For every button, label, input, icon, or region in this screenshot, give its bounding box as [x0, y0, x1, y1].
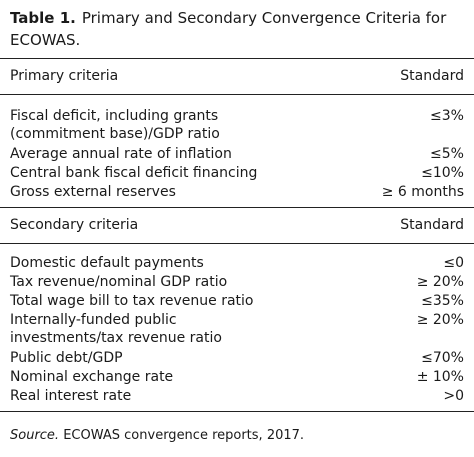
standard-cell: ≤35% [421, 293, 464, 309]
criterion-cell: Real interest rate [10, 388, 132, 404]
criterion-cell: Gross external reserves [10, 184, 176, 200]
standard-cell: >0 [443, 388, 464, 404]
section-rule [0, 207, 474, 208]
secondary-header-rule [0, 243, 474, 244]
source-label: Source. [10, 428, 60, 443]
standard-cell: ≥ 20% [416, 274, 464, 290]
table-title: Primary and Secondary Convergence Criter… [10, 9, 447, 49]
table-caption: Table 1. Primary and Secondary Convergenc… [10, 7, 460, 51]
criterion-cell: Nominal exchange rate [10, 369, 174, 385]
secondary-header-standard: Standard [400, 217, 464, 233]
primary-header-row: Primary criteria Standard [10, 67, 464, 85]
table-row: Gross external reserves ≥ 6 months [10, 183, 464, 201]
criterion-cell: Central bank fiscal deficit financing [10, 165, 258, 181]
standard-cell: ≤0 [443, 255, 464, 271]
criterion-cell: Tax revenue/nominal GDP ratio [10, 274, 228, 290]
criterion-cell: Total wage bill to tax revenue ratio [10, 293, 254, 309]
table-row: Domestic default payments ≤0 [10, 254, 464, 272]
criterion-cell: Public debt/GDP [10, 350, 123, 366]
table-row: Fiscal deficit, including grants (commit… [10, 107, 464, 143]
standard-cell: ≤70% [421, 350, 464, 366]
standard-cell: ≥ 6 months [381, 184, 464, 200]
secondary-header-row: Secondary criteria Standard [10, 216, 464, 234]
table-row: Public debt/GDP ≤70% [10, 349, 464, 367]
table-label: Table 1. [10, 9, 76, 27]
secondary-header-criteria: Secondary criteria [10, 217, 139, 233]
table-row: Total wage bill to tax revenue ratio ≤35… [10, 292, 464, 310]
primary-header-criteria: Primary criteria [10, 68, 119, 84]
standard-cell: ≤10% [421, 165, 464, 181]
criterion-cell: Internally-funded public investments/tax… [10, 312, 222, 346]
table-row: Tax revenue/nominal GDP ratio ≥ 20% [10, 273, 464, 291]
criterion-cell: Fiscal deficit, including grants (commit… [10, 108, 220, 142]
primary-header-rule [0, 94, 474, 95]
standard-cell: ≥ 20% [416, 312, 464, 328]
bottom-rule [0, 411, 474, 412]
table-row: Real interest rate >0 [10, 387, 464, 405]
table-row: Internally-funded public investments/tax… [10, 311, 464, 347]
table-row: Average annual rate of inflation ≤5% [10, 145, 464, 163]
top-rule [0, 58, 474, 59]
criterion-cell: Domestic default payments [10, 255, 204, 271]
source-text: ECOWAS convergence reports, 2017. [63, 428, 305, 443]
table-row: Nominal exchange rate ± 10% [10, 368, 464, 386]
criterion-cell: Average annual rate of inflation [10, 146, 232, 162]
standard-cell: ≤5% [430, 146, 464, 162]
primary-header-standard: Standard [400, 68, 464, 84]
table-source-note: Source. ECOWAS convergence reports, 2017… [10, 427, 304, 445]
table-row: Central bank fiscal deficit financing ≤1… [10, 164, 464, 182]
standard-cell: ≤3% [430, 108, 464, 124]
standard-cell: ± 10% [416, 369, 464, 385]
